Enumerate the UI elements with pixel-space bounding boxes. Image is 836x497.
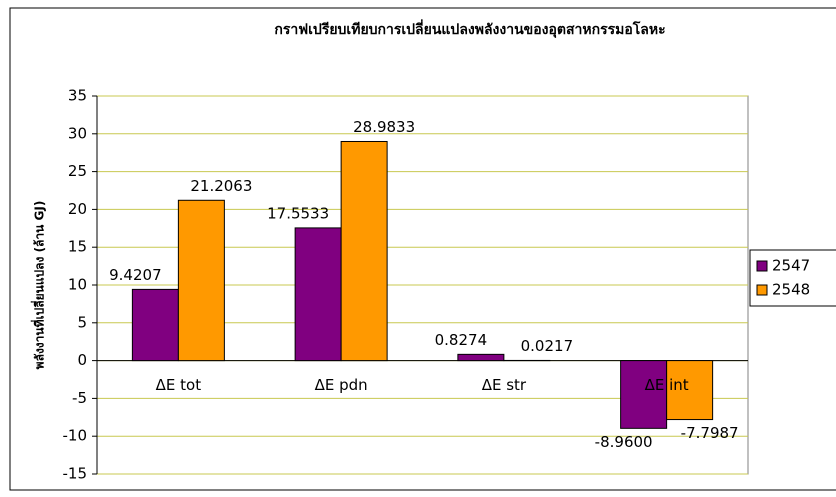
legend-label: 2548: [772, 281, 810, 299]
x-tick-label: ΔE pdn: [315, 376, 368, 394]
legend-swatch: [756, 260, 768, 272]
legend-frame: [749, 249, 836, 307]
bar: [177, 199, 225, 362]
value-label: 9.4207: [109, 266, 162, 284]
value-label: 17.5533: [267, 204, 329, 222]
value-label: 0.0217: [521, 337, 574, 355]
y-tick-label: -10: [63, 427, 88, 445]
x-tick-label: ΔE int: [645, 376, 689, 394]
bar: [294, 227, 342, 362]
y-axis-title: พลังงานที่เปลี่ยนแปลง (ล้าน GJ): [31, 201, 47, 370]
value-label: -8.9600: [595, 433, 653, 451]
value-label: 21.2063: [190, 177, 252, 195]
y-tick-label: -5: [72, 389, 87, 407]
chart-title: กราฟเปรียบเทียบการเปลี่ยนแปลงพลังงานของอ…: [274, 19, 665, 38]
y-tick-label: 10: [68, 276, 87, 294]
y-tick-label: -15: [63, 465, 88, 483]
legend-label: 2547: [772, 257, 810, 275]
bar: [340, 140, 388, 362]
x-tick-label: ΔE str: [482, 376, 527, 394]
bar: [457, 353, 505, 362]
bar: [131, 288, 179, 362]
x-tick-label: ΔE tot: [156, 376, 202, 394]
bar: [620, 360, 668, 429]
value-label: 0.8274: [435, 331, 488, 349]
y-tick-label: 0: [77, 351, 87, 369]
y-tick-label: 5: [77, 313, 87, 331]
legend-swatch: [756, 284, 768, 296]
value-label: -7.7987: [681, 424, 739, 442]
bar: [666, 360, 714, 421]
y-tick-label: 25: [68, 162, 87, 180]
value-label: 28.9833: [353, 118, 415, 136]
y-tick-label: 20: [68, 200, 87, 218]
y-tick-label: 15: [68, 238, 87, 256]
y-tick-label: 35: [68, 87, 87, 105]
y-tick-label: 30: [68, 124, 87, 142]
